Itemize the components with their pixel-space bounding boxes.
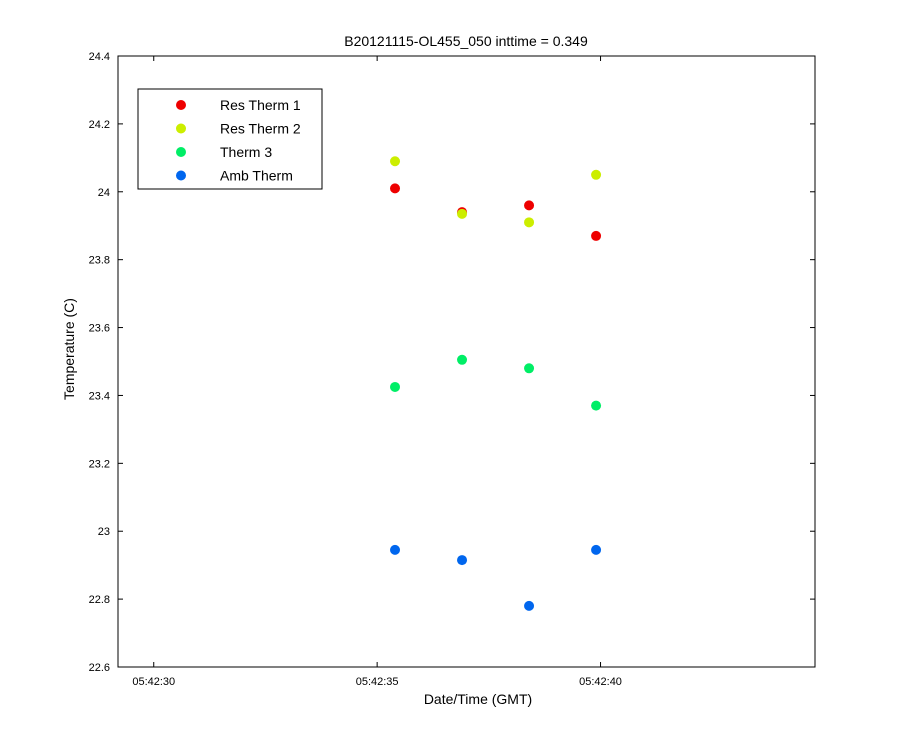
- legend-marker: [176, 147, 186, 157]
- y-tick-label: 23.4: [89, 390, 110, 402]
- y-tick-label: 23.8: [89, 255, 110, 267]
- chart-title: B20121115-OL455_050 inttime = 0.349: [344, 33, 588, 49]
- data-point-therm-3: [457, 354, 468, 365]
- data-point-amb-therm: [591, 544, 602, 555]
- data-point-res-therm-2: [524, 217, 535, 228]
- data-point-res-therm-2: [591, 169, 602, 180]
- legend-box: [137, 88, 323, 190]
- y-tick-label: 24: [98, 187, 110, 199]
- legend-label: Therm 3: [220, 144, 272, 160]
- y-tick-label: 23.6: [89, 323, 110, 335]
- legend: Res Therm 1 Res Therm 2 Therm 3 Amb Therm: [137, 88, 323, 190]
- y-tick-label: 22.8: [89, 594, 110, 606]
- legend-label: Res Therm 2: [220, 121, 301, 137]
- y-tick-label: 23.2: [89, 458, 110, 470]
- y-axis-label: Temperature (C): [61, 298, 77, 400]
- data-point-res-therm-2: [457, 208, 468, 219]
- x-axis: 05:42:30 05:42:35 05:42:40: [132, 56, 622, 688]
- data-point-res-therm-1: [390, 183, 401, 194]
- data-points: [390, 156, 602, 611]
- data-point-therm-3: [524, 363, 535, 374]
- x-tick-label: 05:42:40: [579, 676, 622, 688]
- data-point-amb-therm: [390, 544, 401, 555]
- legend-marker: [176, 123, 186, 134]
- y-axis: 22.6 22.8 23 23.2 23.4 23.6 23.8 24 24.2 24.4: [89, 51, 815, 674]
- x-tick-label: 05:42:30: [132, 676, 175, 688]
- legend-marker: [176, 170, 186, 181]
- x-axis-label: Date/Time (GMT): [424, 691, 532, 707]
- data-point-amb-therm: [524, 600, 535, 611]
- legend-label: Amb Therm: [220, 168, 293, 184]
- legend-label: Res Therm 1: [220, 97, 301, 113]
- data-point-res-therm-1: [524, 200, 535, 211]
- data-point-therm-3: [390, 381, 401, 392]
- data-point-res-therm-2: [390, 156, 401, 167]
- data-point-res-therm-1: [591, 230, 602, 241]
- data-point-amb-therm: [457, 555, 468, 566]
- data-point-therm-3: [591, 400, 602, 411]
- y-tick-label: 23: [98, 526, 110, 538]
- y-tick-label: 24.2: [89, 119, 110, 131]
- x-tick-label: 05:42:35: [356, 676, 399, 688]
- y-tick-label: 22.6: [89, 662, 110, 674]
- legend-marker: [176, 100, 186, 110]
- y-tick-label: 24.4: [89, 51, 110, 63]
